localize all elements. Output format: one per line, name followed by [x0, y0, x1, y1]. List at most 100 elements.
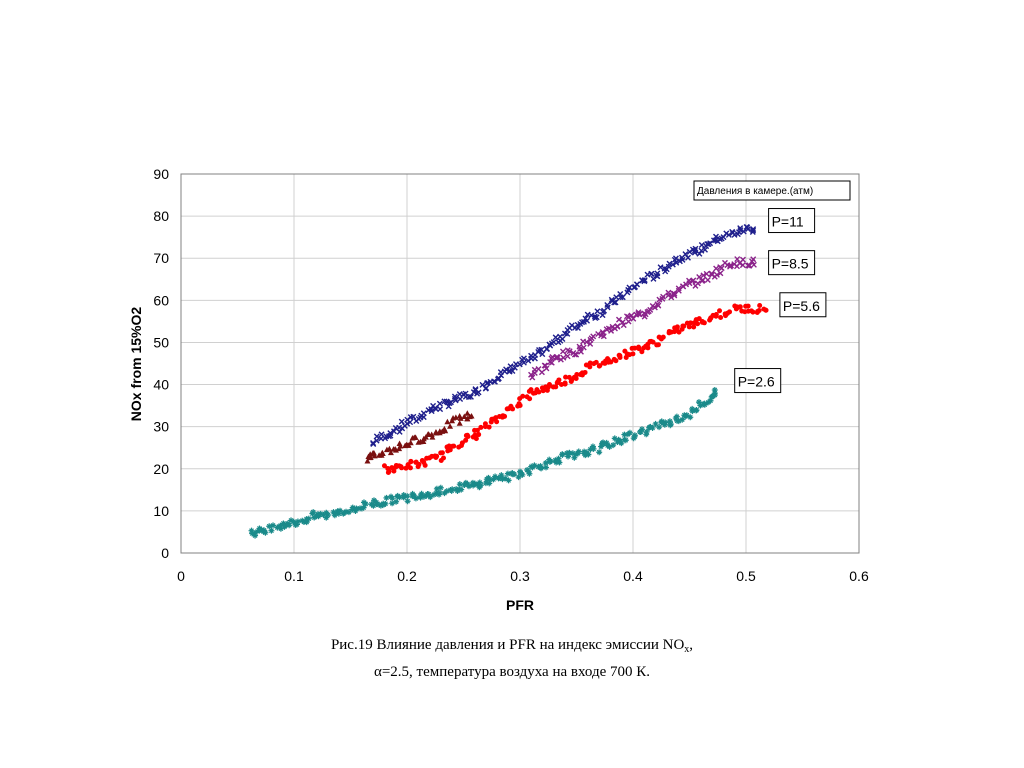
data-point	[571, 351, 578, 358]
data-point	[389, 495, 396, 502]
data-point	[393, 498, 400, 505]
data-point	[553, 459, 560, 466]
data-point	[456, 413, 463, 419]
data-point	[407, 465, 413, 471]
data-point	[641, 278, 648, 285]
data-point	[645, 345, 651, 351]
y-tick-label: 40	[153, 377, 169, 393]
data-point	[556, 377, 562, 383]
data-point	[280, 520, 287, 527]
data-point	[400, 494, 407, 501]
data-point	[381, 463, 387, 469]
data-point	[373, 433, 380, 440]
data-point	[750, 227, 757, 234]
data-point	[598, 443, 605, 450]
y-tick-label: 20	[153, 461, 169, 477]
data-point	[691, 249, 698, 256]
data-point	[520, 393, 526, 399]
data-point	[606, 443, 613, 450]
y-tick-label: 10	[153, 503, 169, 519]
data-point	[268, 527, 275, 534]
data-point	[654, 270, 661, 277]
data-point	[526, 470, 533, 477]
data-point	[489, 416, 495, 422]
data-point	[705, 399, 712, 406]
data-point	[563, 374, 569, 380]
data-point	[379, 502, 386, 509]
y-tick-label: 80	[153, 208, 169, 224]
data-point	[548, 340, 555, 347]
data-point	[667, 421, 674, 428]
data-point	[471, 480, 478, 487]
series-0	[370, 224, 757, 448]
data-point	[305, 515, 312, 522]
data-point	[679, 416, 686, 423]
data-point	[675, 285, 682, 292]
data-point	[617, 294, 624, 301]
data-point	[433, 454, 439, 460]
data-point	[608, 327, 615, 334]
data-point	[593, 359, 599, 365]
data-point	[475, 389, 482, 396]
data-point	[504, 470, 511, 477]
data-point	[437, 484, 444, 491]
data-point	[697, 402, 704, 409]
series-label-box	[768, 208, 816, 234]
data-point	[535, 463, 542, 470]
series-3	[381, 302, 769, 476]
data-point	[615, 316, 622, 323]
data-point	[330, 509, 337, 516]
data-point	[564, 353, 571, 360]
data-point	[494, 419, 500, 425]
series-label: P=11	[772, 214, 804, 230]
x-tick-label: 0	[177, 568, 185, 584]
data-point	[441, 425, 448, 432]
data-point	[757, 302, 763, 308]
data-point	[437, 406, 444, 413]
data-point	[464, 480, 471, 487]
data-point	[552, 457, 559, 464]
data-point	[696, 316, 702, 322]
data-point	[412, 495, 419, 502]
series-4	[248, 386, 718, 539]
data-point	[317, 510, 324, 517]
data-point	[553, 384, 559, 390]
data-point	[277, 522, 284, 529]
data-point	[370, 502, 377, 509]
data-point	[502, 413, 508, 419]
data-point	[407, 419, 414, 426]
data-point	[734, 256, 741, 263]
data-point	[539, 351, 546, 358]
data-point	[294, 518, 301, 525]
data-point	[418, 490, 425, 497]
data-point	[477, 482, 484, 489]
data-point	[511, 471, 518, 478]
data-point	[474, 481, 481, 488]
data-point	[310, 509, 317, 516]
data-point	[727, 309, 733, 315]
data-point	[383, 494, 390, 501]
data-point	[571, 454, 578, 461]
data-point	[528, 387, 534, 393]
data-point	[436, 400, 443, 407]
data-point	[587, 446, 594, 453]
data-point	[666, 418, 673, 425]
data-point	[456, 481, 463, 488]
data-point	[636, 344, 642, 350]
data-point	[528, 371, 535, 378]
series-1	[528, 256, 757, 381]
data-point	[303, 519, 310, 526]
figure-caption-line1: Рис.19 Влияние давления и PFR на индекс …	[0, 637, 1024, 655]
data-point	[559, 336, 566, 343]
data-point	[389, 500, 396, 507]
data-point	[750, 226, 757, 233]
data-point	[689, 408, 696, 415]
data-point	[559, 451, 566, 458]
data-point	[681, 323, 687, 329]
data-point	[516, 401, 522, 407]
data-point	[707, 397, 714, 404]
data-point	[364, 458, 371, 464]
y-axis-label: NOx from 15%O2	[128, 307, 144, 422]
data-point	[449, 486, 456, 493]
data-point	[331, 512, 338, 519]
